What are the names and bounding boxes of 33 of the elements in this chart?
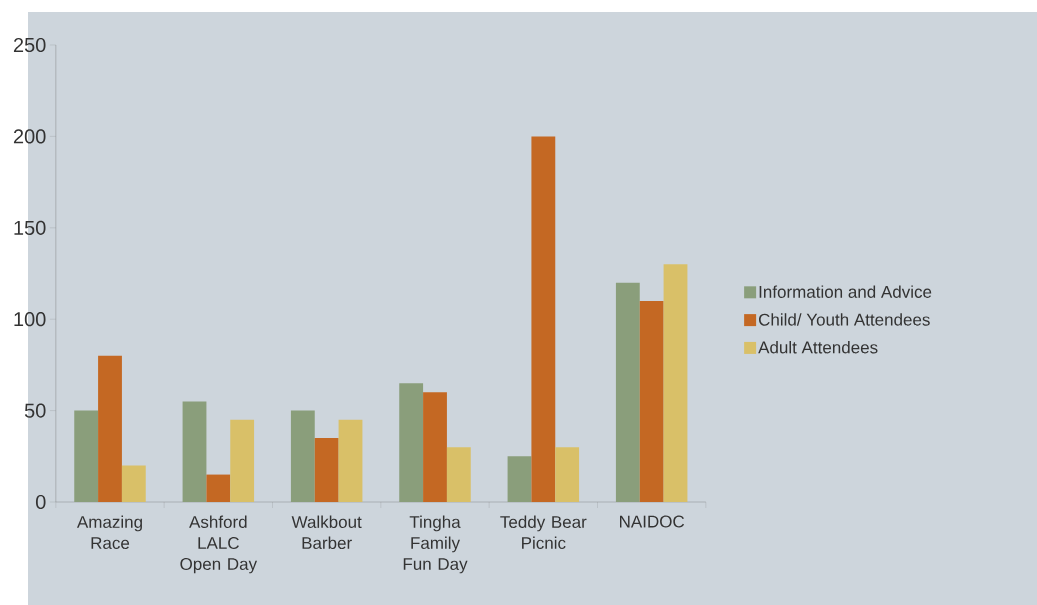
- bar: [230, 419, 255, 502]
- legend-label: Child/ Youth Attendees: [758, 313, 930, 326]
- y-tick-label: 250: [13, 37, 46, 53]
- bar: [615, 282, 640, 502]
- x-tick-label: Ashford LALC Open Day: [180, 515, 258, 574]
- y-tick-label: 0: [35, 494, 46, 510]
- y-tick-label: 50: [24, 403, 46, 418]
- bar: [663, 264, 688, 502]
- bar: [531, 136, 556, 502]
- bar: [399, 383, 424, 502]
- bar: [121, 465, 146, 502]
- bar: [555, 447, 580, 502]
- x-tick-label: Tingha Family Fun Day: [403, 515, 468, 574]
- legend-label: Adult Attendees: [758, 341, 878, 354]
- bar: [290, 410, 315, 502]
- y-tick-label: 100: [14, 312, 46, 327]
- x-tick-label: Amazing Race: [76, 515, 142, 550]
- bar: [507, 456, 532, 502]
- y-tick-label: 200: [13, 129, 46, 144]
- y-tick-label: 150: [14, 220, 46, 235]
- bar: [446, 447, 471, 502]
- bar: [74, 410, 99, 502]
- x-tick-label: Teddy Bear Picnic: [500, 515, 587, 550]
- bar: [338, 419, 363, 502]
- bar: [206, 474, 231, 502]
- x-tick-label: NAIDOC: [620, 515, 685, 528]
- bar: [98, 355, 122, 502]
- bar: [182, 401, 207, 502]
- legend-label: Information and Advice: [759, 285, 932, 298]
- bar: [423, 392, 447, 502]
- bar: [639, 300, 664, 502]
- bar: [314, 438, 339, 502]
- x-tick-label: Walkbout Barber: [291, 515, 362, 550]
